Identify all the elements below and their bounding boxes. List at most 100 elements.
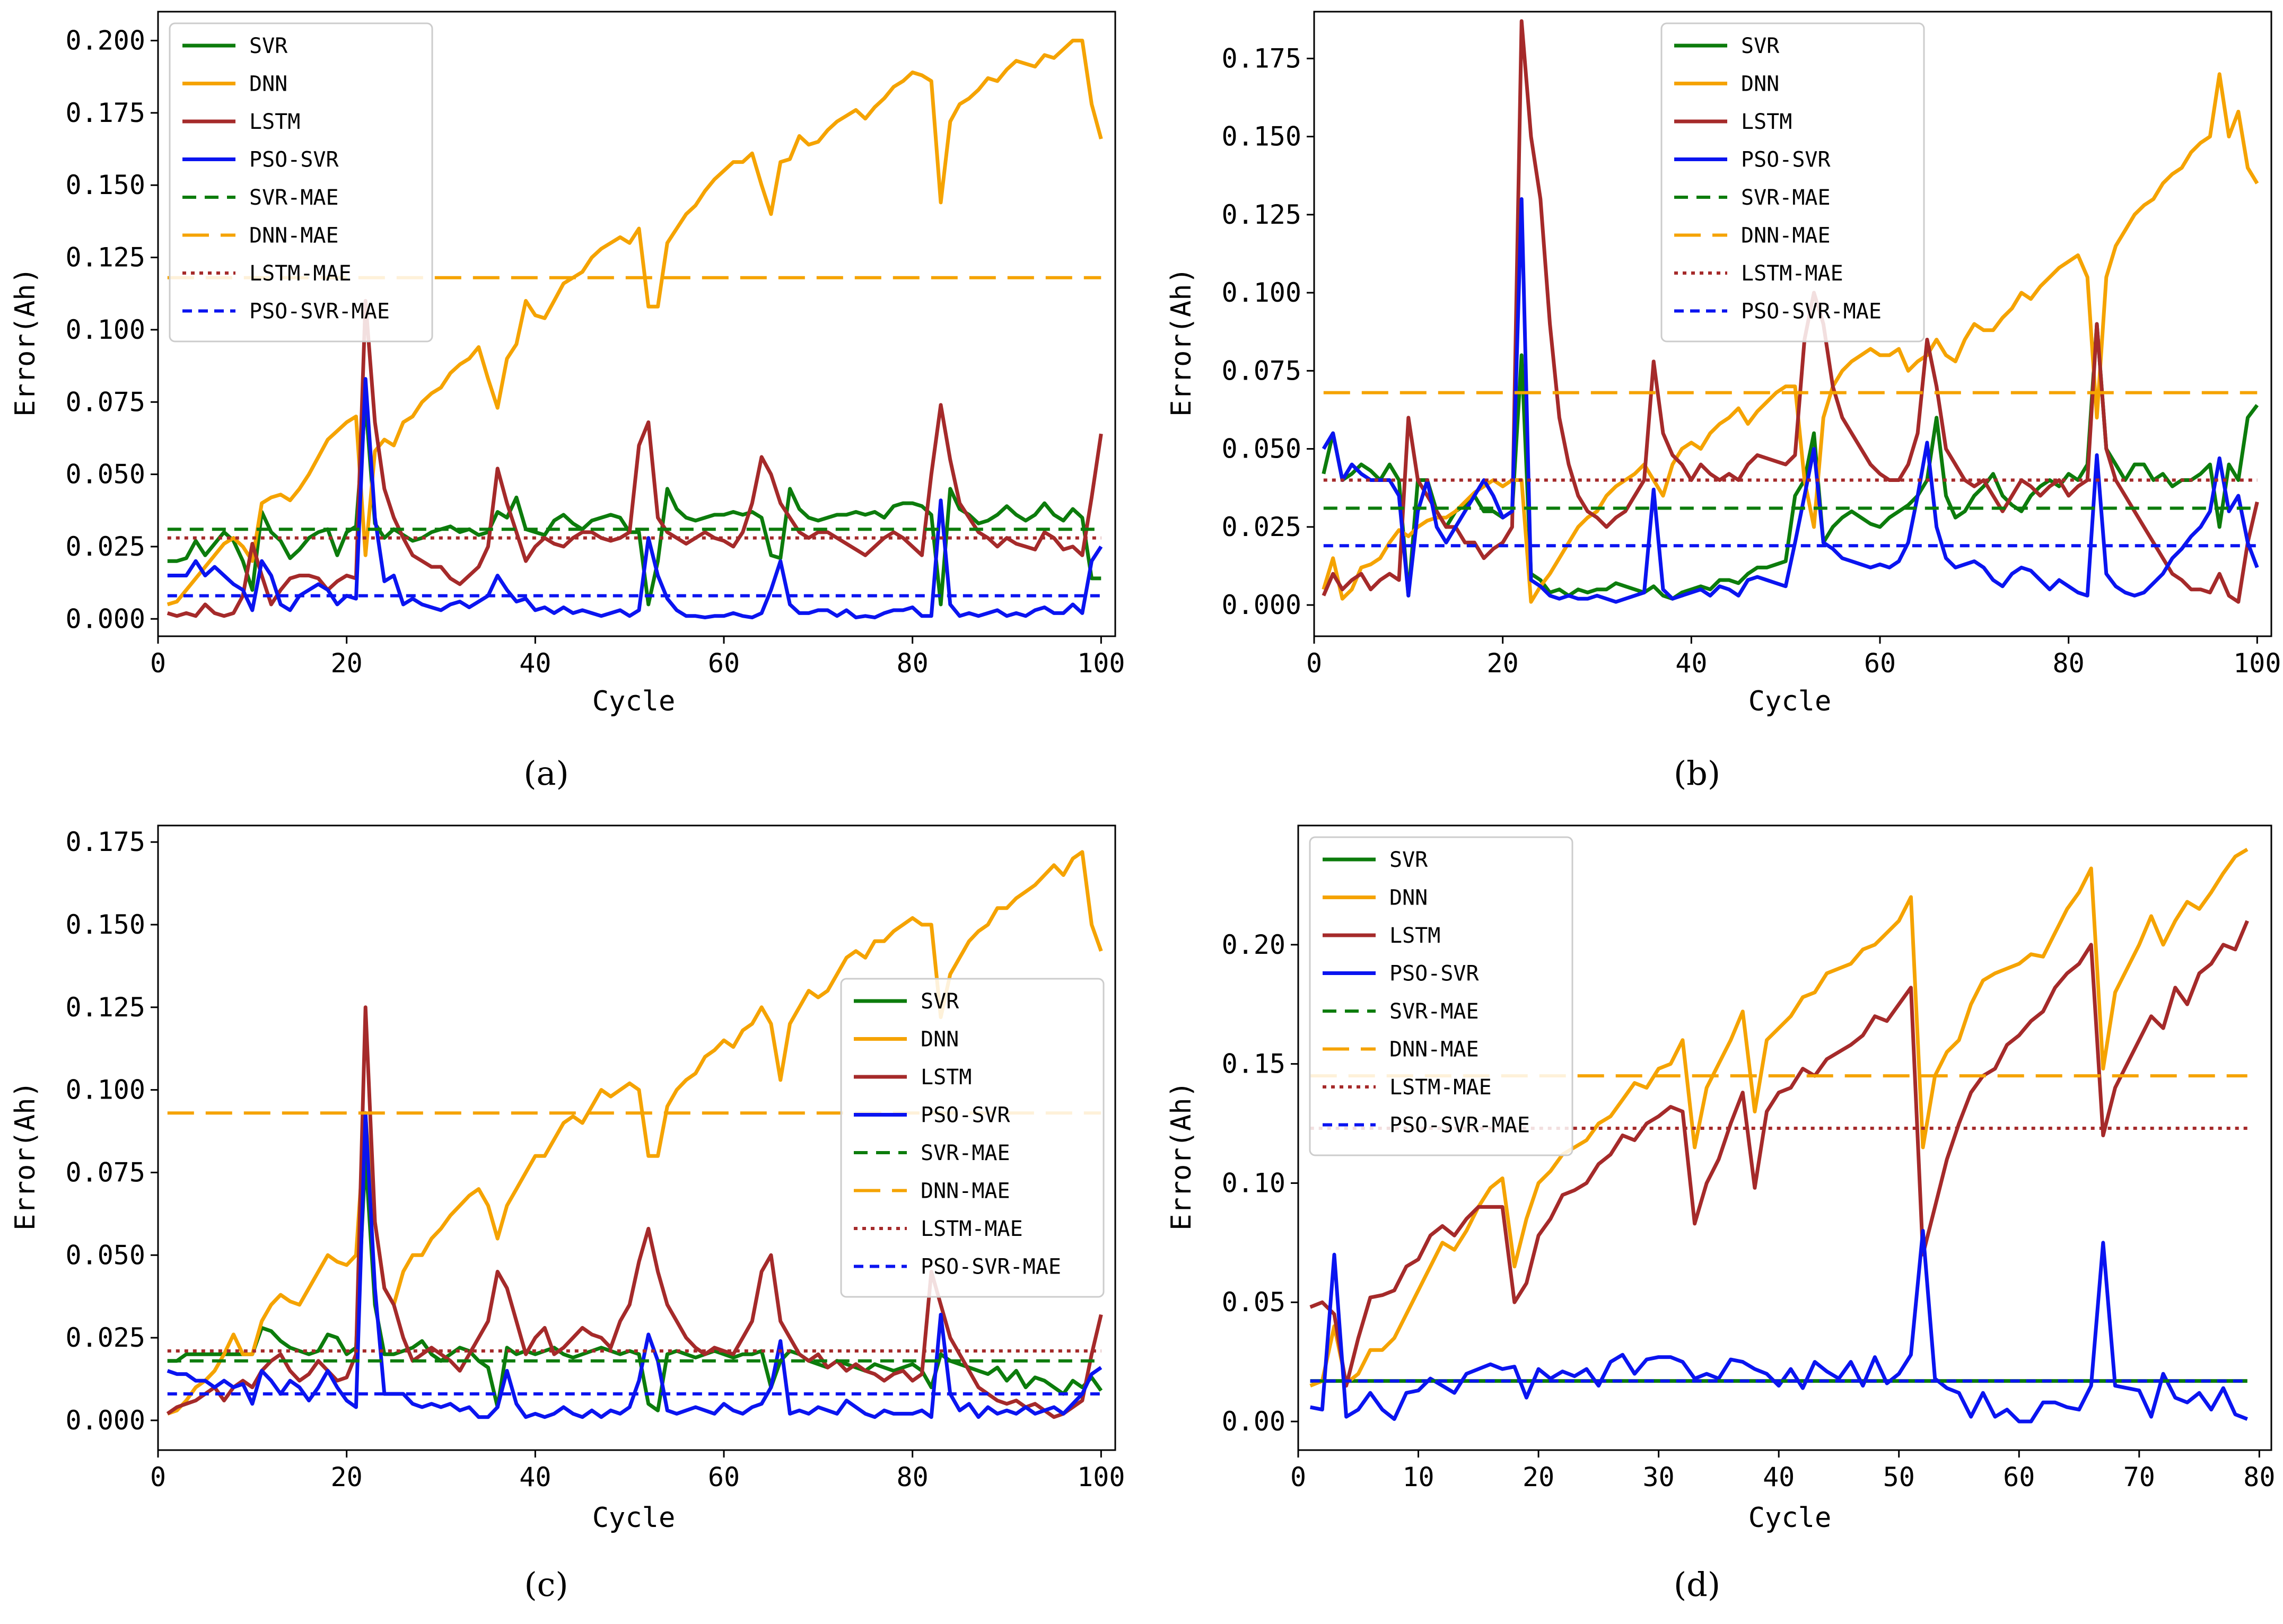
x-tick-label-d: 20	[1523, 1462, 1554, 1493]
y-tick-label-a: 0.200	[65, 25, 145, 56]
legend-label-pso-svr-mae-a: PSO-SVR-MAE	[249, 300, 390, 324]
y-tick-label-c: 0.025	[65, 1322, 145, 1353]
x-tick-label-b: 20	[1487, 648, 1519, 679]
x-tick-label-a: 0	[150, 648, 166, 679]
legend-label-pso-svr-c: PSO-SVR	[921, 1103, 1010, 1128]
x-tick-label-d: 80	[2243, 1462, 2275, 1493]
x-tick-label-a: 80	[897, 648, 929, 679]
legend-b: SVR DNN LSTM PSO-SVR SVR-MAE DNN-MAE LSTM-MAE P…	[1660, 22, 1925, 343]
x-tick-label-c: 40	[519, 1462, 551, 1493]
x-tick-label-c: 20	[331, 1462, 363, 1493]
legend-label-dnn-mae-d: DNN-MAE	[1389, 1038, 1479, 1062]
legend-label-lstm-d: LSTM	[1389, 924, 1440, 948]
x-tick-label-d: 70	[2123, 1462, 2155, 1493]
y-tick-label-a: 0.075	[65, 387, 145, 417]
x-tick-label-a: 100	[1077, 648, 1125, 679]
legend-label-svr-mae-b: SVR-MAE	[1741, 186, 1831, 210]
y-tick-label-c: 0.075	[65, 1157, 145, 1188]
x-tick-label-b: 60	[1864, 648, 1896, 679]
y-axis-label-b: Error(Ah)	[1166, 267, 1197, 417]
legend-label-dnn-mae-a: DNN-MAE	[249, 224, 339, 248]
x-axis-label-d: Cycle	[1748, 1502, 1832, 1534]
legend-c: SVR DNN LSTM PSO-SVR SVR-MAE DNN-MAE LSTM-MAE P…	[840, 978, 1105, 1298]
y-tick-label-b: 0.175	[1221, 43, 1301, 74]
legend-d: SVR DNN LSTM PSO-SVR SVR-MAE DNN-MAE LSTM-MAE P…	[1309, 836, 1573, 1156]
y-tick-label-c: 0.100	[65, 1075, 145, 1105]
x-tick-label-a: 60	[708, 648, 740, 679]
legend-label-svr-b: SVR	[1741, 34, 1780, 58]
y-tick-label-c: 0.050	[65, 1240, 145, 1270]
y-axis-label-d: Error(Ah)	[1166, 1081, 1197, 1231]
legend-label-lstm-mae-c: LSTM-MAE	[921, 1217, 1023, 1241]
legend-box-c	[840, 978, 1105, 1298]
y-tick-label-b: 0.050	[1221, 434, 1301, 464]
legend-label-pso-svr-mae-b: PSO-SVR-MAE	[1741, 300, 1882, 324]
x-tick-label-b: 0	[1306, 648, 1322, 679]
series-line-pso-svr-d	[1310, 1228, 2248, 1424]
legend-label-svr-mae-a: SVR-MAE	[249, 186, 339, 210]
panel-caption-c: (c)	[524, 1565, 568, 1604]
y-tick-label-a: 0.000	[65, 603, 145, 634]
panel-caption-d: (d)	[1674, 1565, 1720, 1604]
series-line-lstm-c	[166, 1005, 1103, 1419]
x-tick-label-c: 100	[1077, 1462, 1125, 1493]
chart-panel-b: (b) Cycle Error(Ah) 0 20 40 60 80 100 0.000 0.0…	[1166, 11, 2281, 793]
series-line-lstm-d	[1309, 920, 2249, 1388]
plot-frame-b	[1313, 11, 2272, 637]
legend-label-dnn-mae-b: DNN-MAE	[1741, 224, 1831, 248]
y-tick-label-a: 0.150	[65, 170, 145, 200]
x-tick-label-c: 60	[708, 1462, 740, 1493]
legend-label-dnn-d: DNN	[1389, 886, 1428, 910]
panel-caption-b: (b)	[1674, 754, 1720, 793]
chart-panel-c: (c) Cycle Error(Ah) 0 20 40 60 80 100 0.000 0.0…	[10, 824, 1125, 1604]
y-tick-label-d: 0.15	[1222, 1049, 1285, 1079]
x-tick-label-d: 30	[1643, 1462, 1675, 1493]
y-tick-label-b: 0.100	[1221, 277, 1301, 308]
x-tick-label-c: 0	[150, 1462, 166, 1493]
x-tick-label-d: 40	[1763, 1462, 1795, 1493]
y-tick-label-b: 0.075	[1221, 355, 1301, 386]
legend-label-dnn-a: DNN	[249, 72, 287, 96]
y-axis-label-c: Error(Ah)	[10, 1081, 41, 1231]
legend-label-lstm-c: LSTM	[921, 1065, 972, 1090]
legend-label-pso-svr-d: PSO-SVR	[1389, 962, 1479, 986]
series-line-dnn-a	[167, 39, 1103, 607]
plot-frame-c	[157, 824, 1116, 1451]
x-tick-label-d: 10	[1402, 1462, 1434, 1493]
x-tick-label-b: 100	[2233, 648, 2281, 679]
y-tick-label-a: 0.100	[65, 314, 145, 345]
legend-label-lstm-b: LSTM	[1741, 110, 1792, 134]
x-tick-label-d: 60	[2003, 1462, 2035, 1493]
x-tick-label-b: 80	[2053, 648, 2085, 679]
series-group-b	[1322, 19, 2259, 604]
legend-label-lstm-mae-b: LSTM-MAE	[1741, 261, 1843, 286]
legend-label-svr-mae-c: SVR-MAE	[921, 1141, 1010, 1165]
y-tick-label-c: 0.125	[65, 992, 145, 1023]
legend-label-lstm-mae-d: LSTM-MAE	[1389, 1075, 1492, 1100]
y-tick-label-a: 0.050	[65, 459, 145, 490]
y-tick-label-d: 0.10	[1222, 1167, 1285, 1198]
legend-label-dnn-mae-c: DNN-MAE	[921, 1179, 1010, 1204]
legend-a: SVR DNN LSTM PSO-SVR SVR-MAE DNN-MAE LSTM-MAE P…	[169, 22, 433, 343]
legend-label-pso-svr-mae-c: PSO-SVR-MAE	[921, 1255, 1061, 1279]
legend-label-lstm-a: LSTM	[249, 110, 300, 134]
series-line-pso-svr-a	[167, 377, 1103, 620]
legend-box-d	[1309, 836, 1573, 1156]
x-axis-label-b: Cycle	[1748, 686, 1832, 717]
legend-label-pso-svr-b: PSO-SVR	[1741, 148, 1831, 172]
legend-label-pso-svr-mae-d: PSO-SVR-MAE	[1389, 1113, 1530, 1138]
y-tick-label-b: 0.150	[1221, 121, 1301, 152]
x-tick-label-a: 20	[331, 648, 363, 679]
y-tick-label-a: 0.025	[65, 531, 145, 562]
y-tick-label-a: 0.175	[65, 98, 145, 128]
legend-label-svr-d: SVR	[1389, 848, 1428, 872]
panel-caption-a: (a)	[523, 754, 568, 793]
y-tick-label-c: 0.150	[65, 909, 145, 940]
legend-box-a	[169, 22, 433, 343]
x-tick-label-d: 0	[1290, 1462, 1306, 1493]
series-line-lstm-b	[1322, 19, 2259, 604]
y-tick-label-d: 0.20	[1222, 929, 1285, 960]
y-tick-label-b: 0.000	[1221, 590, 1301, 620]
legend-label-svr-a: SVR	[249, 34, 288, 58]
